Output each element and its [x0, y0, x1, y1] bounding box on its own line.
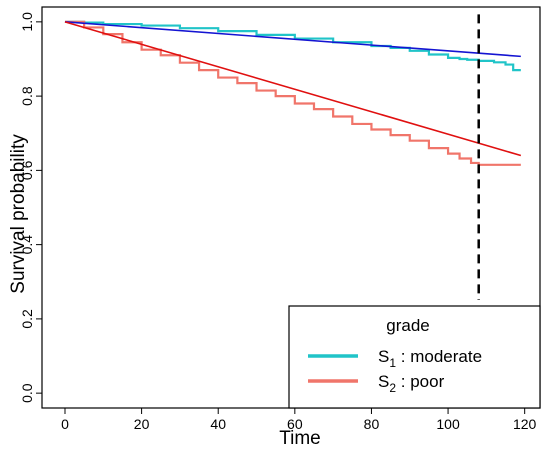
legend-title: grade: [386, 316, 429, 335]
x-tick-label: 20: [134, 416, 150, 432]
x-tick-label: 100: [436, 416, 460, 432]
y-tick-label: 0.8: [19, 86, 35, 106]
x-tick-label: 40: [210, 416, 226, 432]
fitted-line-3: [64, 21, 522, 157]
fitted-line-2: [64, 21, 521, 58]
km-curve-0: [64, 20, 521, 72]
x-axis-title: Time: [279, 428, 321, 449]
x-tick-label: 0: [61, 416, 69, 432]
series-layer: [64, 20, 522, 166]
x-tick-label: 80: [364, 416, 380, 432]
y-tick-label: 0.0: [19, 383, 35, 403]
x-tick-label: 120: [513, 416, 537, 432]
y-tick-label: 1.0: [19, 12, 35, 32]
y-axis: 0.0 0.2 0.4 0.6 0.8 1.0: [19, 12, 42, 403]
x-tick-label: 60: [287, 416, 303, 432]
y-axis-title: Survival probability: [8, 134, 29, 294]
legend-box: [288, 305, 541, 409]
legend: grade S1 : moderate S2 : poor: [288, 305, 541, 409]
x-axis: 0 20 40 60 80 100 120: [61, 408, 537, 432]
km-curve-1: [64, 20, 521, 166]
y-tick-label: 0.2: [19, 309, 35, 329]
y-tick-label: 0.6: [19, 160, 35, 180]
y-tick-label: 0.4: [19, 235, 35, 255]
legend-label-poor: S2 : poor: [378, 372, 445, 395]
legend-label-moderate: S1 : moderate: [378, 347, 482, 370]
